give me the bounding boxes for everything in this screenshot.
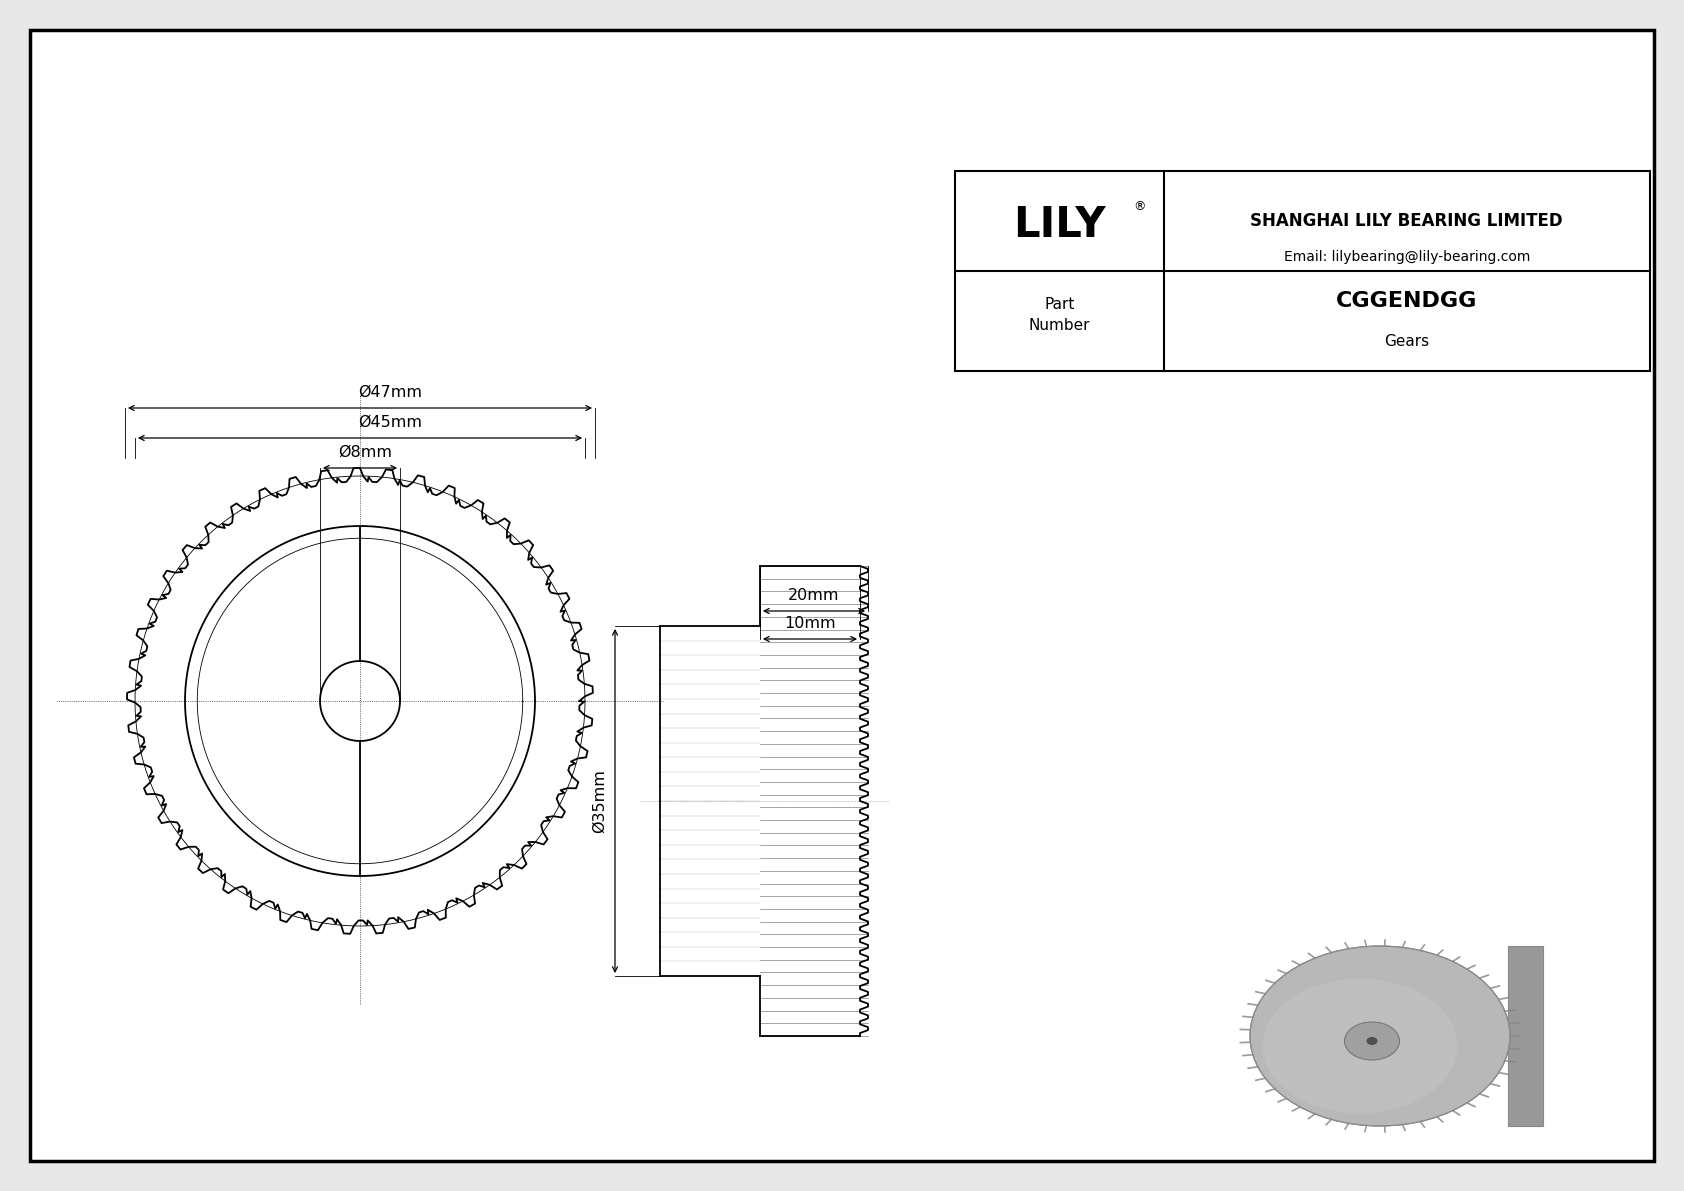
Ellipse shape [1250,946,1511,1125]
Text: Ø8mm: Ø8mm [338,445,392,460]
Text: Email: lilybearing@lily-bearing.com: Email: lilybearing@lily-bearing.com [1283,250,1531,264]
Text: Ø35mm: Ø35mm [593,769,606,833]
Text: 10mm: 10mm [785,616,835,631]
Text: LILY: LILY [1014,204,1105,247]
Ellipse shape [1344,1022,1399,1060]
Bar [955,172,1650,372]
FancyBboxPatch shape [1507,946,1543,1125]
Text: Ø45mm: Ø45mm [359,414,423,430]
Text: ®: ® [1133,200,1145,213]
Text: Ø47mm: Ø47mm [359,385,423,400]
Ellipse shape [1263,979,1457,1114]
Text: SHANGHAI LILY BEARING LIMITED: SHANGHAI LILY BEARING LIMITED [1251,212,1563,230]
Ellipse shape [1367,1037,1378,1045]
Text: 20mm: 20mm [788,588,840,603]
Text: CGGENDGG: CGGENDGG [1335,291,1477,311]
Text: Gears: Gears [1384,333,1430,349]
Text: Part
Number: Part Number [1029,297,1090,333]
